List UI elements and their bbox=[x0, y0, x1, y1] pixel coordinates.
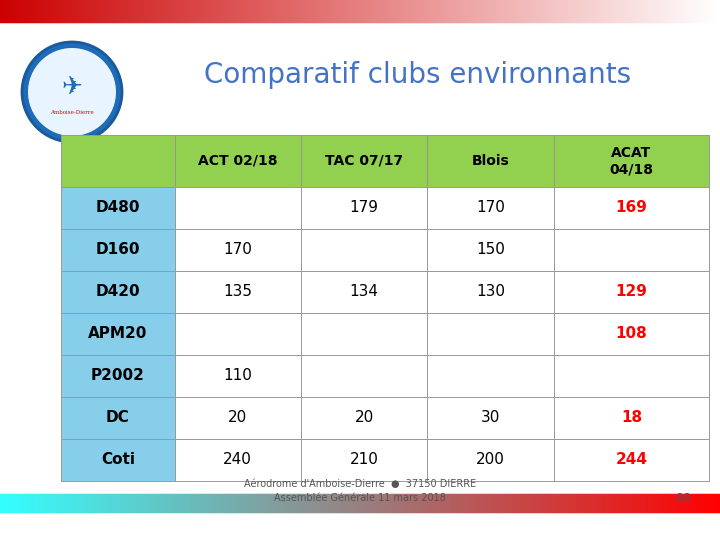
Text: 134: 134 bbox=[350, 285, 379, 300]
Bar bbox=[61, 355, 174, 397]
Bar bbox=[174, 271, 301, 313]
Text: D480: D480 bbox=[96, 200, 140, 215]
Text: 170: 170 bbox=[223, 242, 252, 258]
Text: 135: 135 bbox=[223, 285, 252, 300]
Text: Assemblée Générale 11 mars 2018: Assemblée Générale 11 mars 2018 bbox=[274, 493, 446, 503]
Bar bbox=[301, 187, 428, 229]
Text: TAC 07/17: TAC 07/17 bbox=[325, 154, 403, 168]
Text: 30: 30 bbox=[481, 410, 500, 426]
Text: Comparatif clubs environnants: Comparatif clubs environnants bbox=[204, 61, 631, 89]
Text: 18: 18 bbox=[621, 410, 642, 426]
Bar bbox=[428, 439, 554, 481]
Bar bbox=[428, 397, 554, 439]
Bar bbox=[554, 271, 709, 313]
Circle shape bbox=[22, 42, 122, 142]
Bar bbox=[428, 355, 554, 397]
Bar bbox=[428, 135, 554, 187]
Text: 129: 129 bbox=[616, 285, 647, 300]
Bar bbox=[61, 135, 174, 187]
Bar bbox=[174, 135, 301, 187]
Text: Coti: Coti bbox=[101, 453, 135, 468]
Text: Blois: Blois bbox=[472, 154, 509, 168]
Text: 150: 150 bbox=[476, 242, 505, 258]
Text: 80: 80 bbox=[675, 491, 691, 504]
Text: 110: 110 bbox=[223, 368, 252, 383]
Bar bbox=[301, 313, 428, 355]
Bar bbox=[174, 313, 301, 355]
Bar bbox=[301, 271, 428, 313]
Bar bbox=[174, 439, 301, 481]
Bar bbox=[554, 313, 709, 355]
Bar bbox=[554, 355, 709, 397]
Bar bbox=[174, 229, 301, 271]
Text: ACAT
04/18: ACAT 04/18 bbox=[609, 146, 654, 176]
Bar bbox=[301, 135, 428, 187]
Text: 179: 179 bbox=[350, 200, 379, 215]
Text: Amboise-Dierre: Amboise-Dierre bbox=[50, 110, 94, 114]
Bar bbox=[428, 187, 554, 229]
Bar bbox=[428, 271, 554, 313]
Bar bbox=[174, 355, 301, 397]
Bar bbox=[428, 229, 554, 271]
Text: 169: 169 bbox=[616, 200, 647, 215]
Text: ACT 02/18: ACT 02/18 bbox=[198, 154, 277, 168]
Text: APM20: APM20 bbox=[89, 327, 148, 341]
Text: 20: 20 bbox=[354, 410, 374, 426]
Bar bbox=[554, 439, 709, 481]
Bar bbox=[61, 187, 174, 229]
Text: D160: D160 bbox=[96, 242, 140, 258]
Text: 130: 130 bbox=[476, 285, 505, 300]
Bar bbox=[61, 229, 174, 271]
Bar bbox=[301, 229, 428, 271]
Text: D420: D420 bbox=[96, 285, 140, 300]
Text: Aérodrome d'Amboise-Dierre  ●  37150 DIERRE: Aérodrome d'Amboise-Dierre ● 37150 DIERR… bbox=[244, 479, 476, 489]
Text: 200: 200 bbox=[476, 453, 505, 468]
Bar bbox=[61, 397, 174, 439]
Text: 20: 20 bbox=[228, 410, 248, 426]
Bar bbox=[554, 135, 709, 187]
Text: 170: 170 bbox=[476, 200, 505, 215]
Bar bbox=[428, 313, 554, 355]
Bar bbox=[174, 187, 301, 229]
Bar bbox=[301, 355, 428, 397]
Text: ✈: ✈ bbox=[61, 75, 83, 99]
Bar bbox=[61, 313, 174, 355]
Bar bbox=[61, 271, 174, 313]
Text: 244: 244 bbox=[616, 453, 647, 468]
Bar bbox=[554, 229, 709, 271]
Bar bbox=[554, 187, 709, 229]
Text: 240: 240 bbox=[223, 453, 252, 468]
Text: P2002: P2002 bbox=[91, 368, 145, 383]
Bar bbox=[174, 397, 301, 439]
Circle shape bbox=[28, 48, 116, 136]
Bar bbox=[301, 397, 428, 439]
Text: DC: DC bbox=[106, 410, 130, 426]
Bar bbox=[554, 397, 709, 439]
Bar bbox=[61, 439, 174, 481]
Bar bbox=[301, 439, 428, 481]
Text: 108: 108 bbox=[616, 327, 647, 341]
Text: 210: 210 bbox=[350, 453, 379, 468]
